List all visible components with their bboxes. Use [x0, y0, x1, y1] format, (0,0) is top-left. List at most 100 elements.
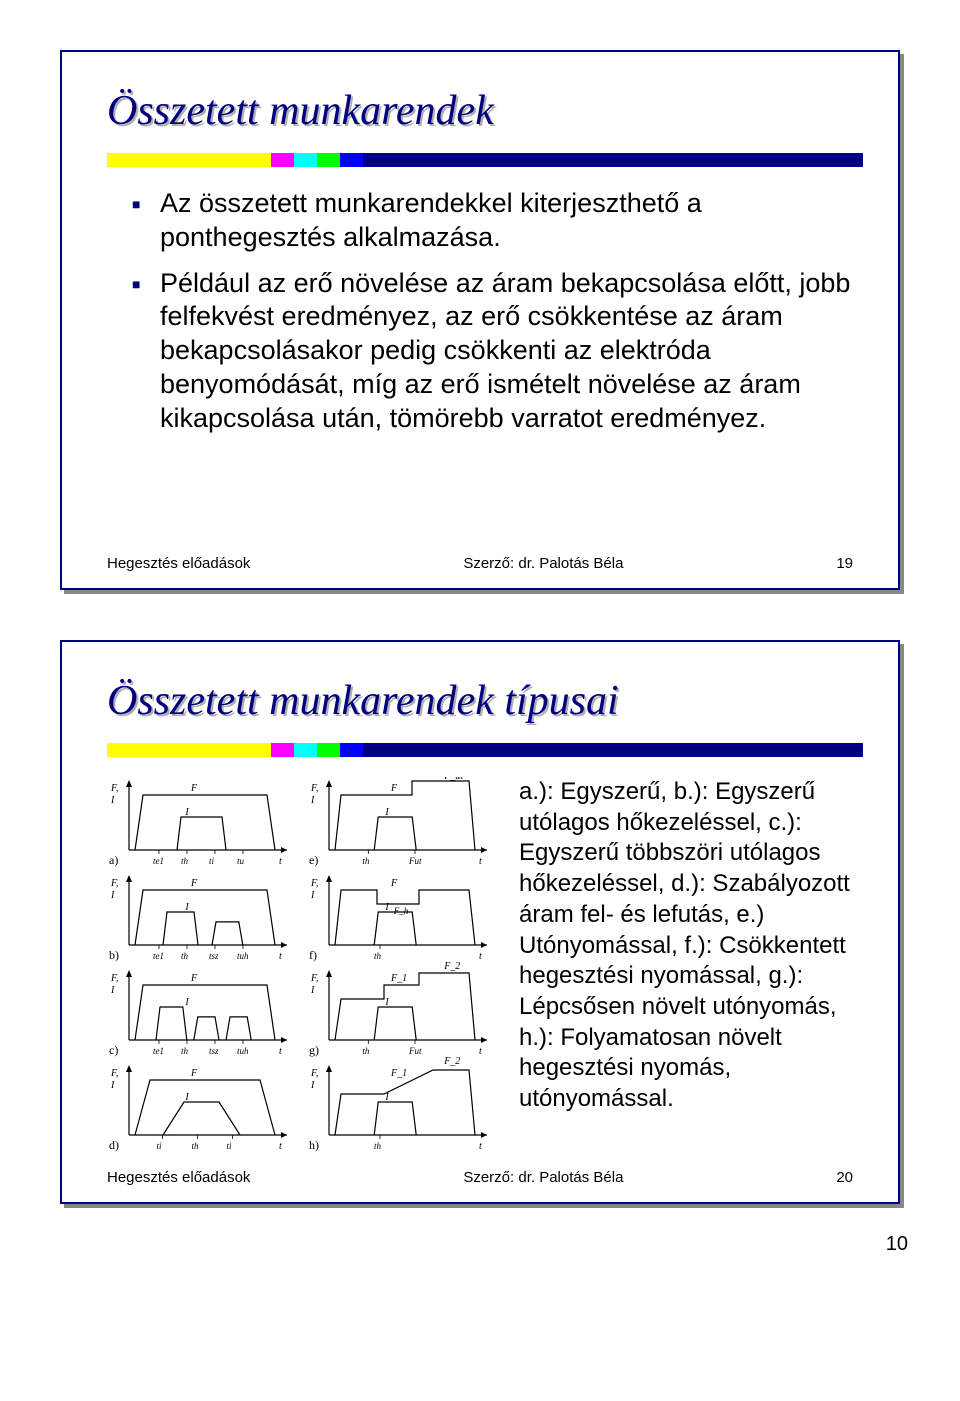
svg-text:I: I	[110, 1080, 115, 1091]
svg-text:F,: F,	[110, 878, 118, 889]
title-stripe	[107, 153, 863, 167]
svg-text:t: t	[279, 1141, 282, 1152]
svg-text:F: F	[190, 878, 198, 889]
svg-text:f): f)	[309, 948, 317, 962]
svg-text:h): h)	[309, 1138, 319, 1152]
svg-text:g): g)	[309, 1043, 319, 1057]
slide-1: Összetett munkarendek Az összetett munka…	[60, 50, 900, 590]
svg-text:I: I	[310, 890, 315, 901]
svg-text:tuh: tuh	[237, 951, 249, 961]
svg-text:t: t	[479, 951, 482, 962]
stripe-segment	[107, 743, 271, 757]
svg-text:F_1: F_1	[390, 973, 407, 984]
footer-right: 19	[836, 555, 853, 572]
stripe-segment	[294, 153, 317, 167]
svg-text:I: I	[310, 1080, 315, 1091]
svg-text:tsz: tsz	[209, 951, 219, 961]
svg-text:I: I	[110, 795, 115, 806]
svg-text:I: I	[310, 985, 315, 996]
svg-text:te1: te1	[153, 951, 164, 961]
title-stripe	[107, 743, 863, 757]
svg-text:tsz: tsz	[209, 1046, 219, 1056]
svg-text:I: I	[384, 997, 389, 1008]
footer-center: Szerző: dr. Palotás Béla	[463, 1169, 623, 1186]
svg-text:th: th	[181, 1046, 189, 1056]
svg-text:F_2: F_2	[443, 961, 460, 972]
slide-1-footer: Hegesztés előadások Szerző: dr. Palotás …	[107, 555, 853, 572]
svg-text:ti: ti	[227, 1141, 233, 1151]
svg-text:F_2: F_2	[443, 1056, 460, 1067]
slide-2-body: F,Ita)FIte1thtituF,Ite)FF_utIthFutF,Itb)…	[107, 777, 863, 1182]
svg-text:tu: tu	[237, 856, 245, 866]
slide-2-title: Összetett munkarendek típusai	[107, 677, 863, 725]
svg-text:I: I	[184, 1092, 189, 1103]
svg-text:I: I	[384, 1092, 389, 1103]
stripe-segment	[340, 743, 363, 757]
svg-text:th: th	[181, 951, 189, 961]
svg-text:F,: F,	[310, 973, 318, 984]
munkarendek-diagram: F,Ita)FIte1thtituF,Ite)FF_utIthFutF,Itb)…	[107, 777, 507, 1177]
footer-left: Hegesztés előadások	[107, 555, 250, 572]
bullet-item: Az összetett munkarendekkel kiterjeszthe…	[132, 187, 853, 255]
svg-text:F_h: F_h	[393, 906, 409, 916]
diagram-column: F,Ita)FIte1thtituF,Ite)FF_utIthFutF,Itb)…	[107, 777, 507, 1182]
stripe-segment	[363, 743, 863, 757]
svg-text:th: th	[362, 1046, 370, 1056]
svg-text:th: th	[181, 856, 189, 866]
svg-text:th: th	[374, 1141, 382, 1151]
svg-text:th: th	[362, 856, 370, 866]
stripe-segment	[317, 153, 340, 167]
svg-text:I: I	[184, 902, 189, 913]
description-text: a.): Egyszerű, b.): Egyszerű utólagos hő…	[519, 777, 863, 1182]
svg-text:F_1: F_1	[390, 1068, 407, 1079]
svg-text:Fut: Fut	[408, 856, 422, 866]
stripe-segment	[363, 153, 863, 167]
svg-text:t: t	[279, 951, 282, 962]
slide-1-title: Összetett munkarendek	[107, 87, 863, 135]
footer-right: 20	[836, 1169, 853, 1186]
svg-text:F: F	[190, 1068, 198, 1079]
slide-2: Összetett munkarendek típusai F,Ita)FIte…	[60, 640, 900, 1204]
svg-text:te1: te1	[153, 856, 164, 866]
svg-text:th: th	[374, 951, 382, 961]
svg-text:F,: F,	[110, 783, 118, 794]
svg-text:F,: F,	[110, 973, 118, 984]
svg-text:I: I	[184, 807, 189, 818]
svg-text:I: I	[310, 795, 315, 806]
svg-text:I: I	[110, 890, 115, 901]
svg-text:F_ut: F_ut	[443, 777, 463, 782]
footer-center: Szerző: dr. Palotás Béla	[463, 555, 623, 572]
svg-text:t: t	[279, 1046, 282, 1057]
svg-text:F: F	[390, 878, 398, 889]
page-number: 10	[886, 1233, 908, 1256]
svg-text:th: th	[192, 1141, 200, 1151]
svg-text:c): c)	[109, 1043, 118, 1057]
bullet-item: Például az erő növelése az áram bekapcso…	[132, 267, 853, 436]
stripe-segment	[317, 743, 340, 757]
svg-text:F: F	[190, 973, 198, 984]
bullet-list: Az összetett munkarendekkel kiterjeszthe…	[132, 187, 853, 435]
svg-text:d): d)	[109, 1138, 119, 1152]
svg-text:t: t	[479, 1141, 482, 1152]
page: Összetett munkarendek Az összetett munka…	[0, 0, 960, 1274]
slide-2-footer: Hegesztés előadások Szerző: dr. Palotás …	[107, 1169, 853, 1186]
svg-text:a): a)	[109, 853, 118, 867]
stripe-segment	[271, 743, 294, 757]
svg-text:ti: ti	[209, 856, 215, 866]
svg-text:ti: ti	[157, 1141, 163, 1151]
svg-text:I: I	[110, 985, 115, 996]
stripe-segment	[340, 153, 363, 167]
stripe-segment	[107, 153, 271, 167]
svg-text:te1: te1	[153, 1046, 164, 1056]
svg-text:F: F	[390, 783, 398, 794]
svg-text:t: t	[279, 856, 282, 867]
svg-text:b): b)	[109, 948, 119, 962]
svg-text:I: I	[184, 997, 189, 1008]
svg-text:F: F	[190, 783, 198, 794]
stripe-segment	[294, 743, 317, 757]
svg-text:t: t	[479, 1046, 482, 1057]
footer-left: Hegesztés előadások	[107, 1169, 250, 1186]
svg-text:e): e)	[309, 853, 318, 867]
svg-text:F,: F,	[110, 1068, 118, 1079]
stripe-segment	[271, 153, 294, 167]
